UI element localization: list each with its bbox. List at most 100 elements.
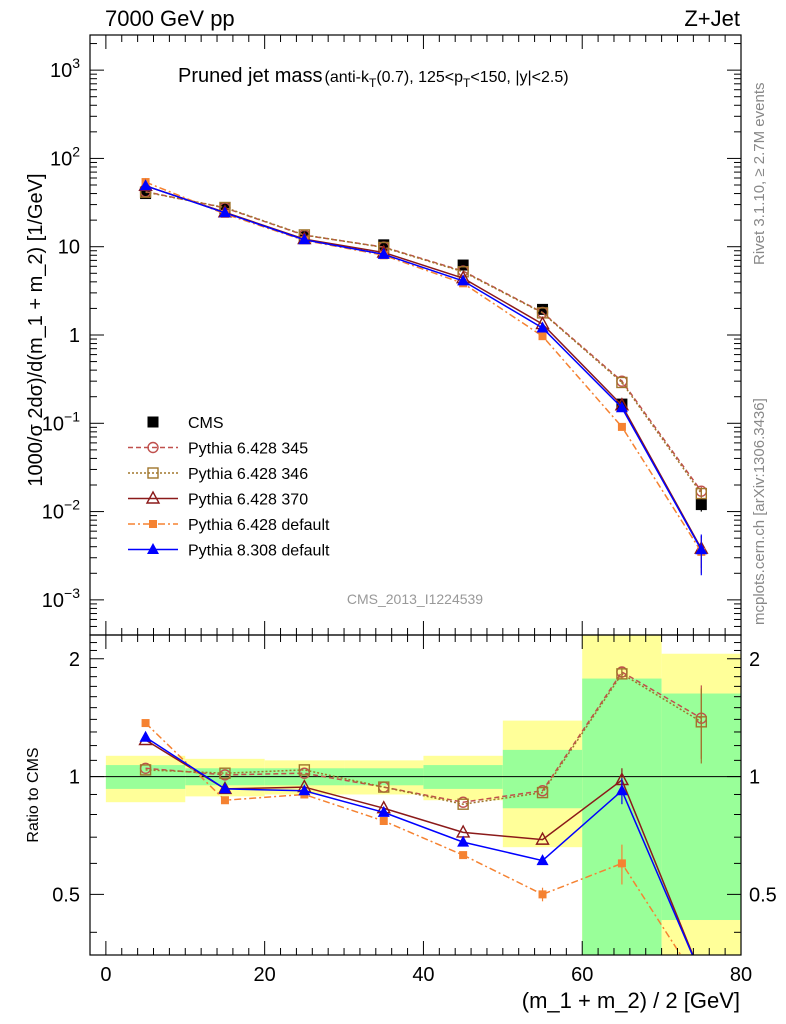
main-series-cms	[140, 188, 707, 512]
main-series-pythia-8-308-default	[139, 179, 708, 576]
main-series-pythia-6-428-370	[138, 177, 709, 568]
energy-label: 7000 GeV pp	[105, 6, 235, 31]
main-y-axis-label: 1000/σ 2dσ)/d(m_1 + m_2) [1/GeV]	[25, 173, 47, 486]
legend-entry-pythia-6-428-370: Pythia 6.428 370	[128, 490, 308, 509]
main-title: Pruned jet mass (anti-kT(0.7), 125<pT<150…	[178, 65, 569, 90]
ratio-line-pythia-6-428-default	[145, 722, 682, 955]
xtick-label-4: 80	[730, 964, 752, 986]
ratio-point-pythia-6-428-370-7	[695, 969, 707, 980]
main-point-pythia-8-308-default-3	[377, 247, 390, 259]
process-label: Z+Jet	[684, 6, 740, 31]
ratio-point-pythia-6-428-346-3	[378, 781, 390, 793]
analysis-watermark: CMS_2013_I1224539	[347, 591, 483, 607]
ratio-point-pythia-6-428-370-5	[535, 831, 550, 845]
title-cut-suffix: <150, |y|<2.5)	[470, 69, 568, 86]
ratio-point-pythia-8-308-default-6	[615, 784, 628, 796]
ratio-series-pythia-6-428-346	[139, 668, 708, 810]
legend-entry-pythia-8-308-default: Pythia 8.308 default	[128, 543, 330, 560]
main-point-pythia-8-308-default-0	[139, 179, 152, 191]
ratio-point-pythia-6-428-346-2	[298, 764, 311, 776]
ratio-series-group	[138, 666, 708, 980]
legend-marker-pythia-6-428-default	[149, 520, 157, 528]
main-point-pythia-8-308-default-7	[695, 543, 708, 555]
main-line-pythia-6-428-346	[145, 191, 702, 494]
x-axis-label: (m_1 + m_2) / 2 [GeV]	[522, 988, 740, 1013]
main-point-pythia-6-428-default-5	[538, 332, 547, 341]
main-title-text: Pruned jet mass	[178, 65, 323, 87]
main-ytick-label-1: 102	[50, 143, 80, 170]
ratio-point-pythia-6-428-346-4	[457, 798, 469, 810]
ratio-point-pythia-6-428-default-6	[617, 859, 626, 868]
xtick-label-2: 40	[412, 964, 434, 986]
legend-label-pythia-6-428-346: Pythia 6.428 346	[188, 466, 308, 483]
legend-marker-pythia-6-428-346	[147, 467, 159, 479]
main-point-pythia-8-308-default-4	[457, 274, 470, 286]
legend-marker-pythia-6-428-345	[147, 441, 159, 454]
main-point-pythia-8-308-default-2	[298, 233, 311, 245]
title-cut-prefix: (anti-k	[325, 69, 370, 86]
ratio-point-pythia-8-308-default-5	[536, 854, 549, 866]
ratio-point-pythia-8-308-default-2	[298, 784, 311, 796]
legend-label-pythia-6-428-370: Pythia 6.428 370	[188, 492, 308, 509]
legend-label-cms: CMS	[188, 415, 224, 432]
main-ytick-label-5: 10−2	[42, 497, 80, 524]
main-point-cms-5	[537, 303, 549, 315]
title-cut-mid: (0.7), 125<p	[376, 69, 463, 86]
main-ytick-label-0: 103	[50, 55, 80, 82]
legend-marker-pythia-8-308-default	[147, 543, 159, 554]
main-series-group	[138, 177, 709, 576]
xtick-label-3: 60	[571, 964, 593, 986]
main-point-pythia-8-308-default-5	[536, 321, 549, 333]
main-point-cms-0	[140, 188, 152, 200]
main-point-cms-7	[695, 499, 707, 511]
green-band-5	[502, 749, 583, 809]
green-band-6	[582, 678, 662, 955]
ratio-line-pythia-8-308-default	[145, 736, 694, 955]
ratio-point-pythia-6-428-default-1	[220, 796, 229, 805]
ratio-ytick-label-left-1: 1	[69, 767, 80, 789]
ratio-point-pythia-8-308-default-7	[695, 969, 707, 980]
legend-label-pythia-8-308-default: Pythia 8.308 default	[188, 543, 330, 560]
ratio-point-pythia-6-428-default-0	[141, 719, 150, 728]
ratio-ytick-label-right-1: 1	[749, 767, 760, 789]
title-cut-sub1: T	[369, 76, 377, 90]
main-point-pythia-8-308-default-1	[218, 206, 231, 218]
ratio-point-pythia-6-428-346-1	[219, 767, 231, 779]
ratio-series-pythia-8-308-default	[139, 730, 707, 980]
xtick-label-1: 20	[254, 964, 276, 986]
ratio-point-pythia-6-428-default-4	[459, 851, 468, 860]
ratio-point-pythia-6-428-346-7	[695, 716, 708, 728]
ratio-panel-frame	[89, 634, 742, 956]
legend: CMS Pythia 6.428 345 Pythia 6.428 346 Pythi…	[128, 415, 330, 560]
main-ytick-label-4: 10−1	[42, 408, 80, 435]
ratio-point-pythia-6-428-346-5	[536, 786, 549, 799]
main-point-pythia-6-428-346-6	[616, 376, 628, 389]
main-ytick-label-2: 10	[58, 237, 80, 259]
ratio-point-pythia-8-308-default-1	[218, 782, 231, 794]
ratio-ytick-label-left-0: 0.5	[52, 884, 80, 906]
main-ytick-label-3: 1	[69, 325, 80, 347]
ratio-line-pythia-6-428-345	[145, 671, 702, 803]
ratio-ytick-label-left-2: 2	[69, 649, 80, 671]
ratio-point-pythia-6-428-default-5	[538, 890, 547, 899]
xtick-label-0: 0	[100, 964, 111, 986]
legend-label-pythia-6-428-default: Pythia 6.428 default	[188, 517, 330, 534]
main-line-pythia-6-428-default	[145, 181, 702, 553]
legend-label-pythia-6-428-345: Pythia 6.428 345	[188, 441, 308, 458]
rivet-version-label: Rivet 3.1.10, ≥ 2.7M events	[751, 83, 768, 266]
main-point-cms-4	[457, 259, 469, 271]
ratio-ytick-label-right-2: 2	[749, 649, 760, 671]
main-line-pythia-6-428-345	[145, 190, 702, 492]
ratio-point-pythia-6-428-346-6	[616, 668, 628, 680]
ratio-point-pythia-6-428-default-3	[379, 816, 388, 825]
ratio-line-pythia-6-428-346	[145, 672, 702, 805]
ratio-point-pythia-6-428-346-0	[139, 764, 152, 776]
ratio-point-pythia-8-308-default-4	[457, 835, 470, 847]
legend-entry-cms: CMS	[147, 415, 224, 432]
main-line-pythia-8-308-default	[145, 185, 702, 551]
legend-entry-pythia-6-428-default: Pythia 6.428 default	[128, 517, 330, 534]
ratio-point-pythia-8-308-default-3	[377, 805, 390, 817]
ratio-point-pythia-8-308-default-0	[139, 730, 152, 742]
